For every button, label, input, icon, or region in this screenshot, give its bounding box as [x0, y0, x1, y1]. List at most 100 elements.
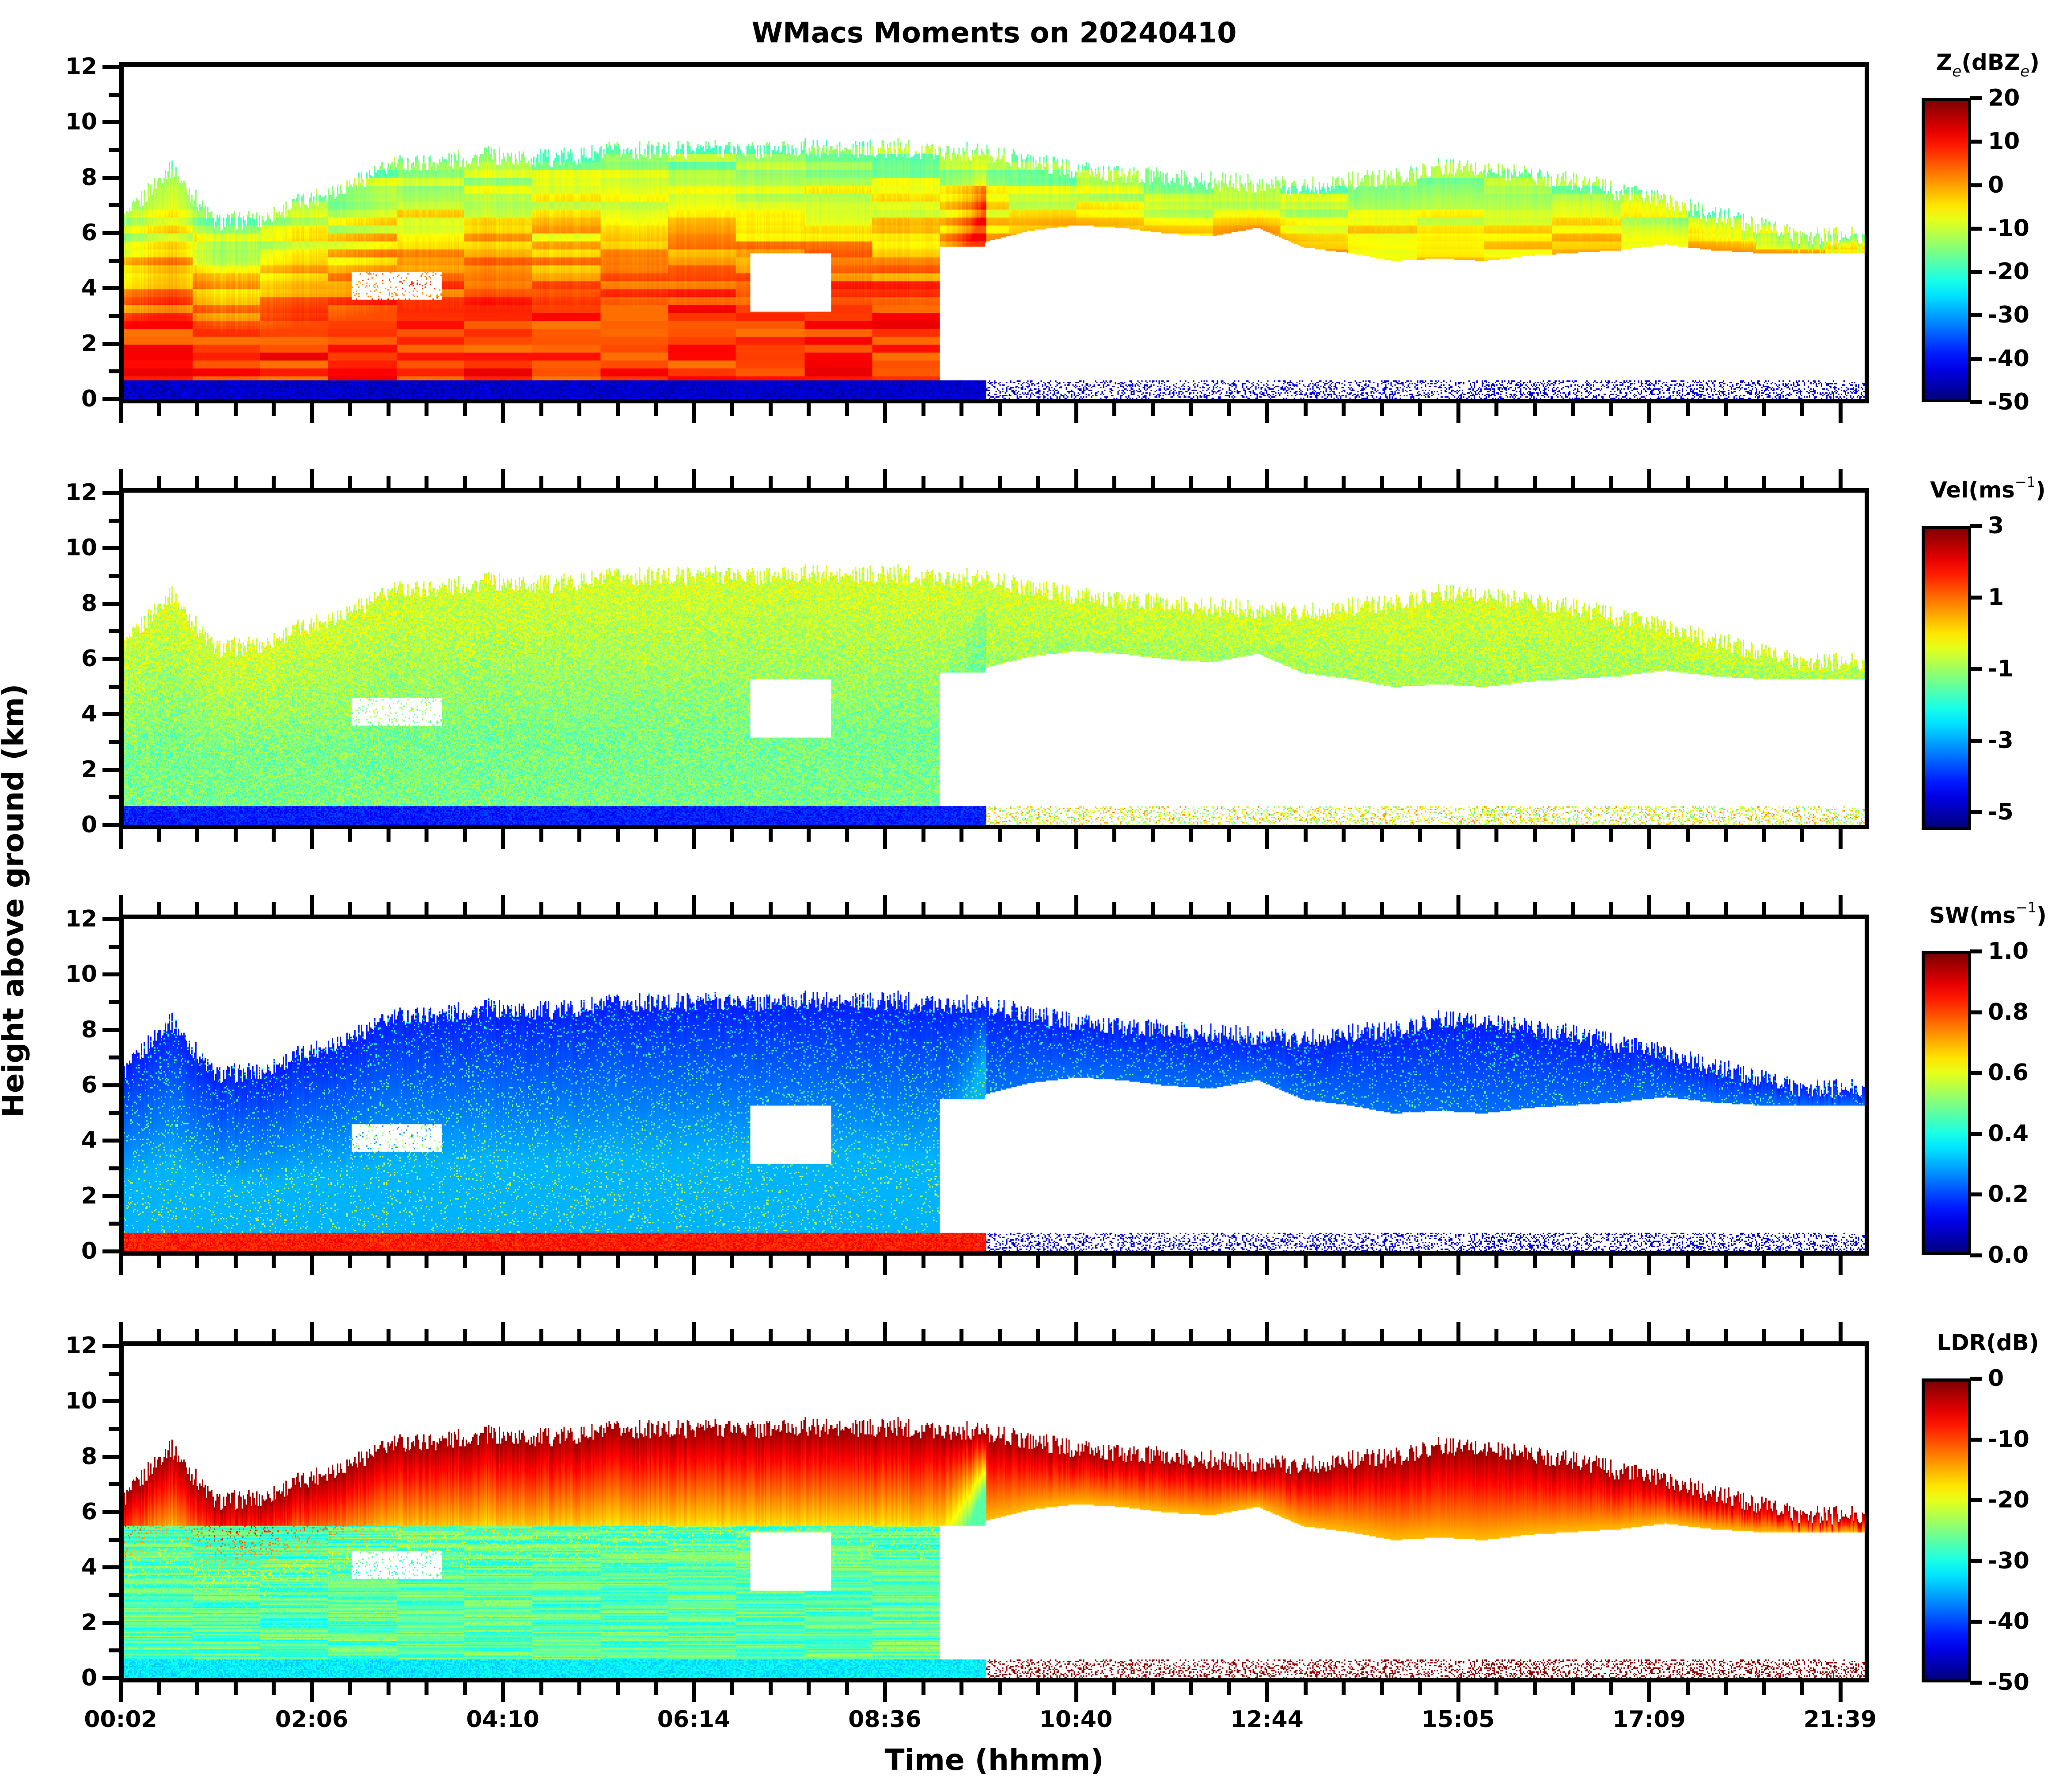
colorbar-tick-label: 20 [1988, 85, 2020, 111]
colorbar-label-superscript: −1 [2015, 899, 2037, 916]
y-tick-label: 8 [81, 164, 97, 191]
colorbar-tick-label: 0 [1988, 1365, 2004, 1392]
x-minor-tick [1571, 1256, 1575, 1268]
x-minor-tick [425, 476, 429, 488]
x-minor-tick [1189, 829, 1193, 842]
colorbar-tick-label: -30 [1988, 1547, 2029, 1574]
x-major-tick [692, 829, 696, 849]
x-minor-tick [997, 1256, 1002, 1268]
colorbar-tick-label: -50 [1988, 389, 2029, 415]
x-major-tick [1838, 1322, 1843, 1341]
colorbar-tick [1970, 738, 1982, 743]
y-tick-label: 0 [81, 386, 97, 412]
x-minor-tick [1532, 902, 1537, 915]
x-minor-tick [425, 403, 429, 416]
colorbar-tick-label: -40 [1988, 1608, 2029, 1635]
x-minor-tick [1571, 829, 1575, 842]
x-minor-tick [768, 1256, 773, 1268]
y-tick [102, 1194, 119, 1198]
x-minor-tick [1800, 829, 1804, 842]
x-minor-tick [959, 1256, 963, 1268]
y-minor-tick [109, 1000, 119, 1004]
x-minor-tick [654, 1256, 658, 1268]
y-axis-title: Height above ground (km) [0, 683, 30, 1118]
x-major-tick [501, 469, 505, 488]
x-minor-tick [1418, 829, 1422, 842]
x-minor-tick [730, 1682, 734, 1695]
x-major-tick [1647, 1322, 1651, 1341]
x-minor-tick [1112, 1329, 1116, 1341]
x-major-tick [310, 895, 314, 915]
x-major-tick [1265, 403, 1269, 423]
x-minor-tick [1303, 403, 1308, 416]
x-minor-tick [1227, 476, 1231, 488]
x-minor-tick [997, 829, 1002, 842]
x-minor-tick [272, 1329, 276, 1341]
x-major-tick [310, 1682, 314, 1702]
y-minor-tick [109, 574, 119, 578]
x-minor-tick [1494, 1256, 1498, 1268]
y-tick-label: 6 [81, 1072, 97, 1098]
x-minor-tick [1227, 1682, 1231, 1695]
colorbar-label: LDR(dB) [1937, 1330, 2039, 1355]
y-tick [102, 917, 119, 921]
colorbar-tick-label: -5 [1988, 798, 2014, 825]
colorbar-tick-label: 0.6 [1988, 1059, 2029, 1086]
x-minor-tick [1342, 476, 1346, 488]
x-tick-label: 17:09 [1612, 1706, 1686, 1733]
x-minor-tick [615, 403, 620, 416]
colorbar-tick [1970, 1377, 1982, 1381]
x-minor-tick [577, 1329, 581, 1341]
x-tick-label: 08:36 [848, 1706, 922, 1733]
y-tick [102, 231, 119, 235]
x-major-tick [119, 829, 123, 849]
colorbar-tick [1970, 667, 1982, 671]
x-major-tick [501, 1682, 505, 1702]
y-minor-tick [109, 148, 119, 152]
y-minor-tick [109, 1166, 119, 1170]
x-minor-tick [1189, 1256, 1193, 1268]
colorbar-title-reflectivity: Ze(dBZe) [1908, 49, 2063, 80]
y-tick-label: 0 [81, 1665, 97, 1691]
colorbar-tick [1970, 1192, 1982, 1197]
x-major-tick [883, 1322, 887, 1341]
y-tick-label: 8 [81, 1443, 97, 1470]
x-minor-tick [1418, 1329, 1422, 1341]
x-minor-tick [1036, 1256, 1040, 1268]
x-minor-tick [1762, 476, 1766, 488]
colorbar-tick [1970, 313, 1982, 318]
heatmap-velocity [124, 493, 1865, 825]
x-tick-label: 15:05 [1421, 1706, 1495, 1733]
colorbar-label-superscript: −1 [2014, 474, 2036, 490]
x-minor-tick [1189, 403, 1193, 416]
heatmap-spectrum-width [124, 919, 1865, 1251]
x-minor-tick [157, 1682, 161, 1695]
x-minor-tick [1342, 403, 1346, 416]
y-minor-tick [109, 1482, 119, 1487]
x-minor-tick [195, 476, 199, 488]
x-minor-tick [233, 403, 238, 416]
chart-title: WMacs Moments on 20240410 [751, 17, 1237, 49]
x-major-tick [883, 1256, 887, 1275]
x-major-tick [310, 829, 314, 849]
x-minor-tick [921, 902, 925, 915]
x-major-tick [1647, 829, 1651, 849]
x-minor-tick [1571, 1682, 1575, 1695]
x-minor-tick [577, 1682, 581, 1695]
x-minor-tick [195, 829, 199, 842]
colorbar-tick-label: -3 [1988, 727, 2014, 754]
panel-reflectivity [119, 62, 1869, 403]
x-minor-tick [195, 1256, 199, 1268]
colorbar-tick-label: -20 [1988, 258, 2029, 285]
x-major-tick [119, 1256, 123, 1275]
x-minor-tick [1036, 829, 1040, 842]
x-minor-tick [233, 1682, 238, 1695]
x-minor-tick [463, 1329, 467, 1341]
x-minor-tick [1189, 902, 1193, 915]
x-minor-tick [615, 1256, 620, 1268]
x-minor-tick [959, 1329, 963, 1341]
y-minor-tick [109, 1427, 119, 1431]
x-minor-tick [615, 476, 620, 488]
x-minor-tick [1189, 1682, 1193, 1695]
x-minor-tick [1418, 1682, 1422, 1695]
